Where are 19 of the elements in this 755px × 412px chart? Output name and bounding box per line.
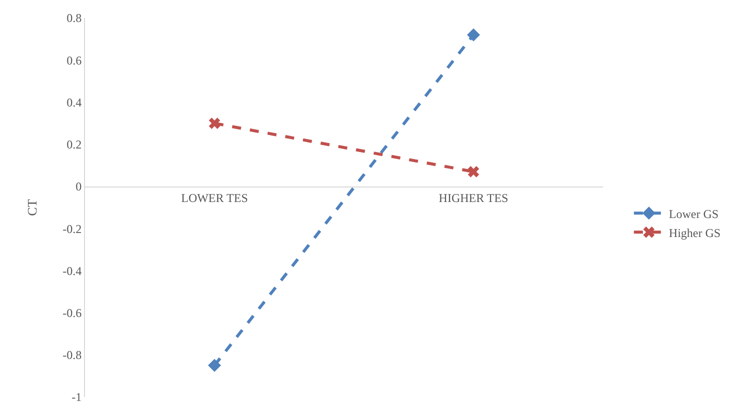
y-tick-label: -0.8 — [62, 348, 82, 362]
y-tick-label: 0 — [76, 180, 82, 194]
y-tick-label: 0.8 — [66, 11, 82, 26]
x-tick-label: HIGHER TES — [438, 190, 508, 205]
point — [208, 118, 220, 129]
y-axis-title: CT — [24, 199, 40, 216]
x-tick-label: LOWER TES — [181, 190, 248, 205]
y-tick-label: -1 — [72, 390, 82, 404]
y-tick-label: 0.2 — [66, 138, 82, 152]
point — [468, 166, 480, 178]
y-tick-label: -0.4 — [62, 264, 82, 278]
legend-label: Lower GS — [668, 206, 719, 221]
point — [467, 28, 480, 42]
y-tick-label: -0.6 — [62, 306, 82, 320]
y-tick-label: 0.4 — [66, 95, 82, 110]
y-tick-label: 0.6 — [66, 53, 82, 68]
y-tick-label: -0.2 — [62, 222, 82, 236]
point — [208, 358, 221, 372]
legend-label: Higher GS — [668, 226, 721, 240]
